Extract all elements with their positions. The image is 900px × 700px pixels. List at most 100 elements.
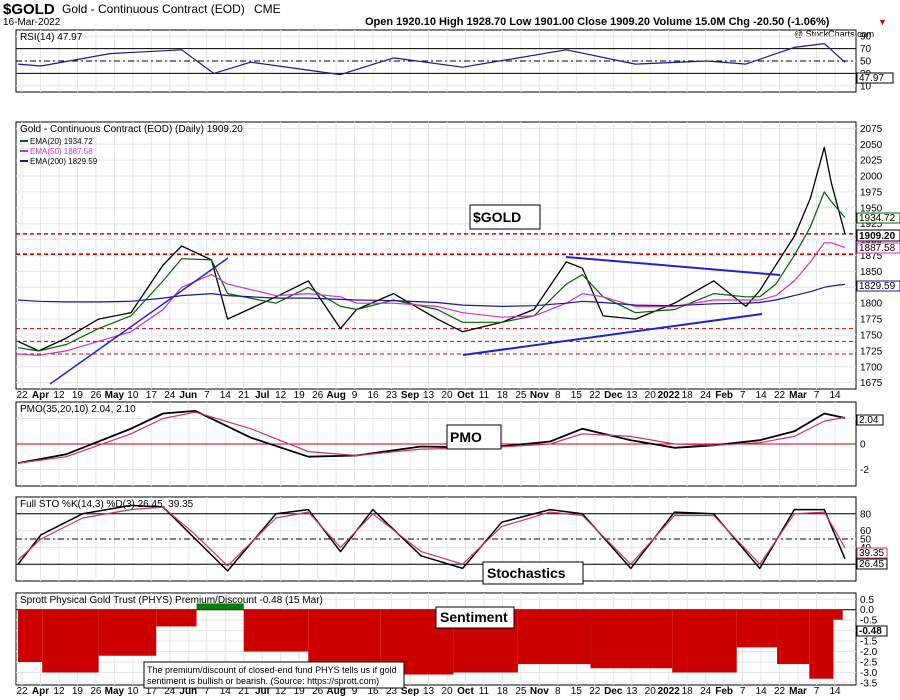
sentiment-bar <box>736 609 778 648</box>
x-axis-label: 17 <box>146 390 158 401</box>
sto-d-line <box>17 506 846 567</box>
x-axis-label: 12 <box>275 686 287 697</box>
sent-tick-label: -3.5 <box>860 678 878 689</box>
x-axis-label: Sep <box>401 390 419 401</box>
sentiment-annotation: Sentiment <box>440 609 508 625</box>
x-axis-label: 2022 <box>658 390 681 401</box>
x-axis-label: 15 <box>571 686 583 697</box>
sto-annotation: Stochastics <box>487 565 566 581</box>
ema200-tag-box <box>856 280 900 292</box>
sentiment-note-line2: sentiment is bullish or bearish. (Source… <box>147 676 379 686</box>
x-axis-label: Jul <box>255 390 270 401</box>
ema50-line <box>17 242 846 356</box>
ema200-tag: 1829.59 <box>859 281 896 292</box>
ema20-tag: 1934.72 <box>859 213 896 224</box>
x-axis-label: 12 <box>275 390 287 401</box>
credit-label: @ StockCharts.com <box>794 29 874 39</box>
sto-d-tag-box <box>856 547 888 559</box>
rsi-tick-label: 10 <box>860 81 872 92</box>
x-axis-label: 20 <box>441 390 453 401</box>
pmo-tick-label: 0 <box>860 440 866 451</box>
x-axis-label: Oct <box>457 686 474 697</box>
x-axis-label: 26 <box>90 686 102 697</box>
price-tick-label: 2075 <box>860 124 883 135</box>
x-axis-label: Mar <box>789 390 807 401</box>
x-axis-label: 22 <box>774 686 786 697</box>
x-axis-label: 13 <box>423 686 435 697</box>
x-axis-label: 14 <box>220 390 232 401</box>
pmo-title: PMO(35,20,10) 2.04, 2.10 <box>20 404 136 415</box>
x-axis-label: 7 <box>814 686 820 697</box>
x-axis-label: Jul <box>255 686 270 697</box>
series-lines <box>17 42 846 572</box>
sent-tick-label: -2.5 <box>860 658 878 669</box>
x-axis-label: 7 <box>740 390 746 401</box>
x-axis-label: 11 <box>479 390 490 401</box>
x-axis-label: 21 <box>238 390 250 401</box>
rsi-value-tag: 47.97 <box>859 73 884 84</box>
sentiment-bar <box>517 609 591 665</box>
x-axis-label: 18 <box>497 686 509 697</box>
price-tick-label: 1775 <box>860 315 883 326</box>
sto-tick-label: 80 <box>860 509 872 520</box>
sent-tick-label: 0.5 <box>860 595 874 606</box>
x-axis-label: 24 <box>164 686 176 697</box>
price-tick-label: 1925 <box>860 219 883 230</box>
x-axis-label: Oct <box>457 390 474 401</box>
instrument-name: Gold - Continuous Contract (EOD) <box>62 2 245 16</box>
price-tick-label: 1675 <box>860 378 883 389</box>
gold-annotation-box <box>469 204 541 230</box>
rising-trendline <box>49 257 229 385</box>
x-axis-label: 14 <box>756 686 768 697</box>
price-tick-label: 1875 <box>860 251 883 262</box>
x-axis-label: 16 <box>368 390 380 401</box>
x-axis-label: 18 <box>682 686 694 697</box>
x-axis-label: 7 <box>814 390 820 401</box>
x-axis-label: 22 <box>589 390 601 401</box>
x-axis-label: 18 <box>682 390 694 401</box>
sentiment-bar <box>590 609 673 669</box>
price-tick-label: 1700 <box>860 362 883 373</box>
x-axis-label: 14 <box>220 686 232 697</box>
price-title: Gold - Continuous Contract (EOD) (Daily)… <box>20 124 243 135</box>
x-axis-label: 18 <box>497 390 509 401</box>
x-axis-label: 19 <box>72 390 84 401</box>
x-axis-label: May <box>105 686 125 697</box>
x-axis-label: 9 <box>352 390 358 401</box>
pmo-tag-box <box>856 414 884 426</box>
rsi-value-tag-box <box>856 72 894 84</box>
sentiment-bar <box>308 609 381 662</box>
x-axis-label: 23 <box>386 686 398 697</box>
pmo-annotation: PMO <box>450 429 482 445</box>
sto-tick-label: 50 <box>860 535 872 546</box>
ema50-legend: EMA(50) 1887.58 <box>30 147 93 156</box>
x-axis-label: Apr <box>32 390 49 401</box>
x-axis-label: Dec <box>604 390 623 401</box>
sentiment-bar <box>243 609 309 652</box>
ema20-line <box>17 191 846 352</box>
x-axis-label: 19 <box>294 390 306 401</box>
price-tick-label: 1725 <box>860 346 883 357</box>
x-axis-label: 11 <box>479 686 490 697</box>
x-axis-label: May <box>105 390 125 401</box>
x-axis-label: Feb <box>715 390 733 401</box>
x-axis-label: 19 <box>294 686 306 697</box>
sent-tick-label: -2.0 <box>860 647 878 658</box>
x-axis-label: Apr <box>32 686 49 697</box>
sentiment-bar <box>777 609 810 665</box>
level-layer <box>16 48 856 611</box>
gold-price-line <box>17 146 846 352</box>
price-tick-label: 2025 <box>860 156 883 167</box>
x-axis-label: 12 <box>53 390 65 401</box>
down-marker-icon: ▼ <box>878 17 887 27</box>
x-axis-label: 26 <box>312 686 324 697</box>
sto-k-tag-box <box>856 558 888 570</box>
price-tick-label: 1750 <box>860 330 883 341</box>
price-tag: 1909.20 <box>859 231 896 242</box>
sentiment-annotation-box <box>435 606 515 629</box>
upper-trendline <box>565 256 781 276</box>
rsi-tick-label: 50 <box>860 57 872 68</box>
sentiment-tag: -0.48 <box>859 626 882 637</box>
x-axis-label: Jun <box>179 390 197 401</box>
x-axis-labels: 2222AprApr121219192626MayMay101017172424… <box>16 390 841 697</box>
